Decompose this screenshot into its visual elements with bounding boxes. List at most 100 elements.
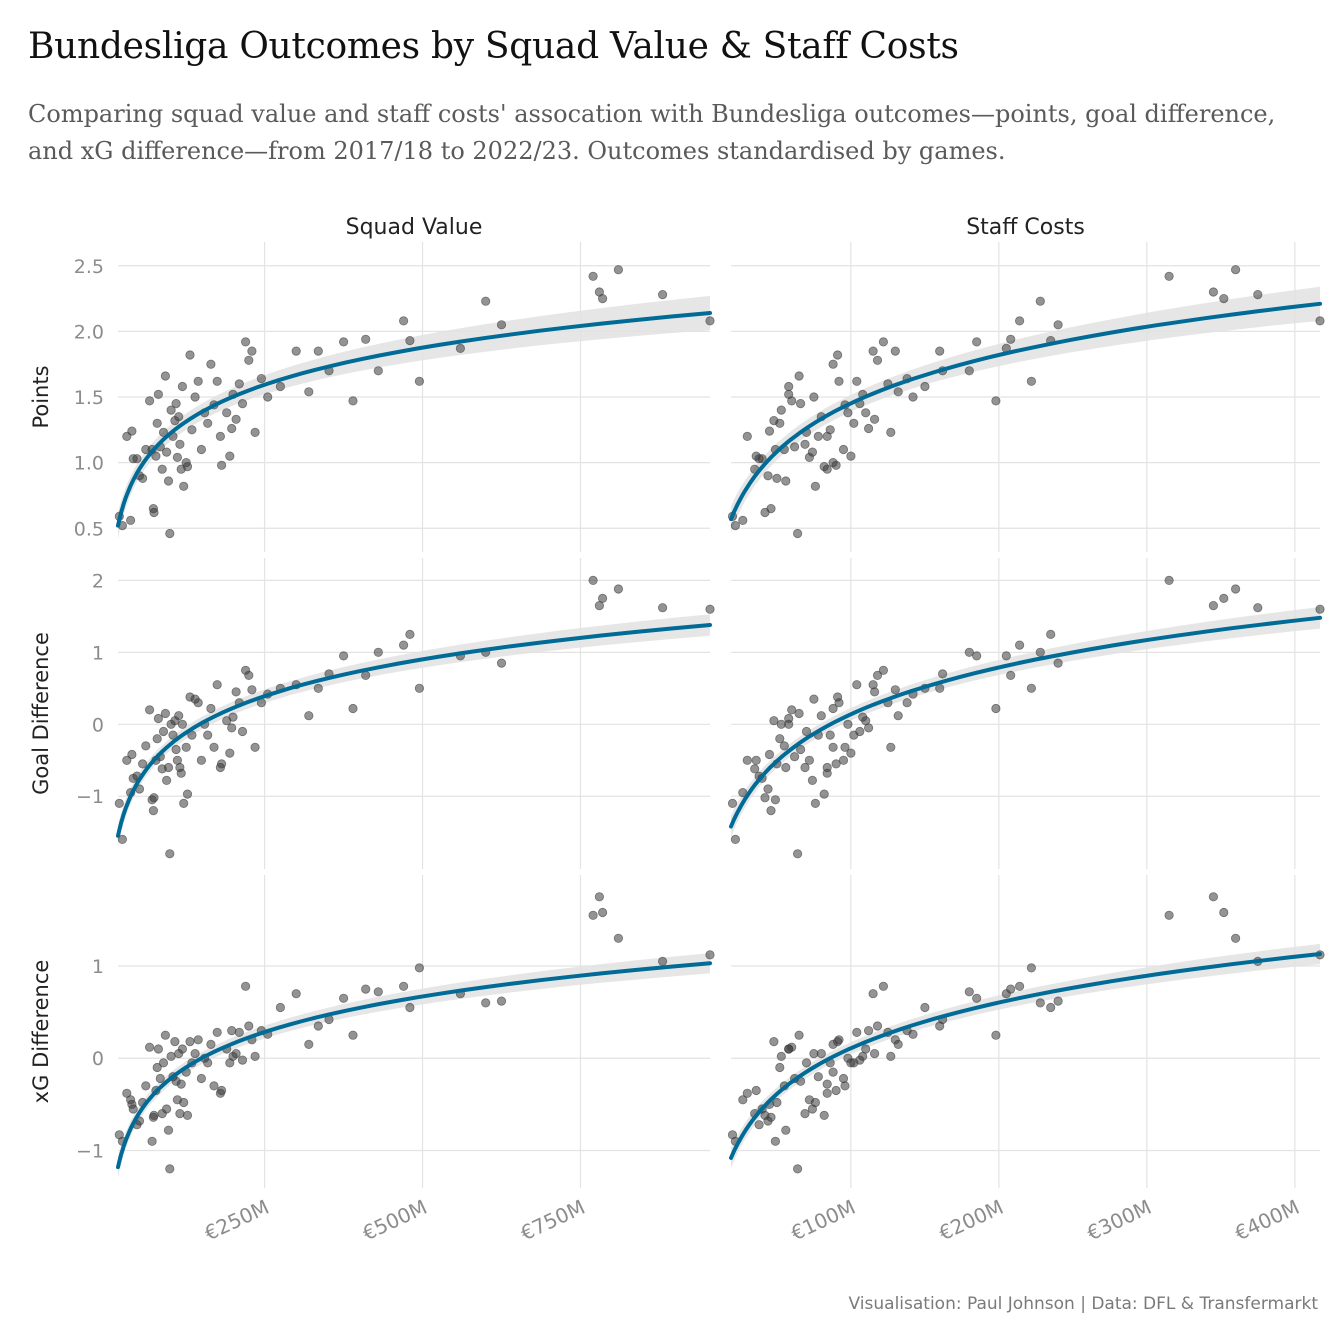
data-point bbox=[781, 762, 791, 773]
data-point bbox=[863, 423, 874, 434]
data-point bbox=[760, 1110, 770, 1121]
chart-title: Bundesliga Outcomes by Squad Value & Sta… bbox=[28, 26, 959, 67]
data-point bbox=[964, 987, 974, 997]
data-point bbox=[338, 993, 349, 1003]
data-point bbox=[206, 359, 216, 369]
data-point bbox=[275, 381, 285, 392]
data-point bbox=[222, 408, 232, 418]
data-point bbox=[858, 712, 868, 722]
data-point bbox=[784, 1044, 794, 1054]
data-point bbox=[772, 1097, 782, 1108]
data-point bbox=[920, 1002, 930, 1013]
data-point bbox=[247, 346, 257, 356]
panel-xgd-squad bbox=[114, 875, 715, 1188]
data-point bbox=[972, 651, 982, 661]
data-point bbox=[1231, 584, 1241, 594]
y-axis-label-xgd: xG Difference bbox=[29, 960, 53, 1104]
data-point bbox=[751, 451, 761, 461]
data-point bbox=[787, 705, 797, 715]
data-point bbox=[160, 708, 170, 719]
data-point bbox=[838, 755, 849, 765]
data-point bbox=[763, 784, 773, 794]
data-point bbox=[405, 1002, 415, 1013]
data-point bbox=[179, 481, 189, 491]
data-point bbox=[217, 1085, 227, 1096]
data-point bbox=[231, 414, 241, 424]
data-point bbox=[781, 476, 791, 486]
data-point bbox=[770, 1136, 781, 1146]
data-point bbox=[831, 759, 841, 769]
data-point bbox=[398, 981, 409, 991]
data-point bbox=[149, 1110, 159, 1121]
data-point bbox=[840, 742, 850, 752]
data-point bbox=[890, 346, 900, 356]
data-point bbox=[373, 987, 383, 997]
data-point bbox=[789, 752, 800, 762]
y-tick-label: 2 bbox=[92, 570, 104, 592]
data-point bbox=[868, 346, 878, 356]
data-point bbox=[203, 418, 213, 428]
data-point bbox=[861, 408, 871, 418]
data-point bbox=[455, 343, 465, 353]
data-point bbox=[738, 515, 748, 526]
data-point bbox=[237, 398, 248, 409]
data-point bbox=[1035, 998, 1045, 1008]
data-point bbox=[225, 451, 235, 461]
data-point bbox=[166, 405, 176, 415]
data-point bbox=[152, 734, 162, 744]
fit-line bbox=[116, 961, 712, 1170]
data-point bbox=[800, 1109, 810, 1119]
data-point bbox=[784, 389, 794, 399]
data-point bbox=[828, 1039, 838, 1050]
data-point bbox=[141, 1081, 151, 1091]
data-point bbox=[807, 775, 818, 786]
data-point bbox=[878, 981, 889, 991]
data-point bbox=[122, 755, 132, 765]
data-point bbox=[175, 1109, 185, 1119]
data-point bbox=[291, 989, 301, 999]
data-point bbox=[1001, 651, 1011, 661]
data-point bbox=[764, 749, 775, 760]
data-point bbox=[127, 426, 137, 436]
data-point bbox=[795, 744, 806, 755]
data-point bbox=[193, 1035, 203, 1045]
data-point bbox=[763, 471, 773, 481]
data-point bbox=[203, 730, 213, 740]
data-point bbox=[179, 1097, 189, 1108]
data-point bbox=[809, 694, 819, 704]
data-point bbox=[234, 1027, 244, 1038]
data-point bbox=[171, 398, 181, 409]
data-point bbox=[789, 442, 800, 452]
data-point bbox=[177, 719, 187, 729]
data-point bbox=[772, 473, 782, 483]
confidence-band bbox=[731, 286, 1320, 533]
data-point bbox=[843, 408, 853, 418]
data-point bbox=[972, 337, 982, 347]
data-point bbox=[1001, 989, 1011, 999]
data-point bbox=[158, 726, 169, 737]
data-point bbox=[496, 996, 507, 1006]
data-point bbox=[145, 705, 155, 715]
data-point bbox=[227, 1026, 237, 1036]
data-point bbox=[920, 381, 930, 392]
data-point bbox=[196, 755, 206, 765]
data-point bbox=[185, 350, 195, 360]
data-point bbox=[1231, 265, 1241, 275]
data-point bbox=[1219, 293, 1229, 304]
data-point bbox=[769, 716, 779, 726]
data-point bbox=[705, 604, 715, 614]
data-point bbox=[613, 933, 624, 943]
data-point bbox=[831, 460, 841, 470]
data-point bbox=[816, 711, 826, 721]
data-point bbox=[1014, 640, 1025, 650]
data-point bbox=[1035, 296, 1045, 306]
data-point bbox=[852, 680, 862, 690]
data-point bbox=[1164, 271, 1174, 281]
data-point bbox=[237, 1055, 248, 1065]
data-point bbox=[196, 1073, 206, 1084]
data-point bbox=[825, 730, 835, 740]
data-point bbox=[132, 454, 142, 464]
data-point bbox=[869, 1049, 880, 1059]
data-point bbox=[760, 793, 770, 803]
data-point bbox=[831, 1085, 841, 1096]
